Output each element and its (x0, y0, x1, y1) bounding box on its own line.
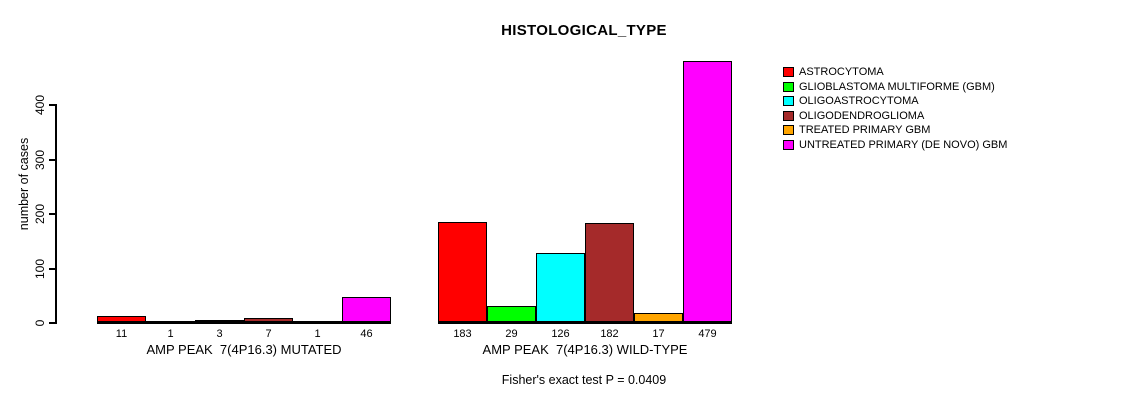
legend-label: GLIOBLASTOMA MULTIFORME (GBM) (799, 80, 995, 93)
y-axis-tick-label: 200 (33, 203, 47, 225)
y-axis-tick (49, 268, 55, 270)
y-axis-tick (49, 104, 55, 106)
legend-label: OLIGOASTROCYTOMA (799, 95, 919, 107)
bar (487, 306, 536, 322)
y-axis-tick-label: 400 (33, 94, 47, 116)
legend-label: ASTROCYTOMA (799, 66, 884, 78)
bar-value-label: 1 (314, 328, 321, 340)
bar-value-label: 11 (115, 328, 128, 340)
legend-swatch (783, 96, 794, 106)
bar (146, 321, 195, 323)
x-axis-line (97, 322, 391, 324)
bar-value-label: 17 (652, 328, 665, 340)
legend-label: OLIGODENDROGLIOMA (799, 109, 925, 122)
bar (683, 61, 732, 322)
bar-value-label: 479 (698, 328, 717, 340)
bar-value-label: 126 (551, 328, 570, 340)
bar-value-label: 3 (216, 328, 223, 340)
x-axis-line (438, 322, 732, 324)
bar (97, 316, 146, 322)
x-group-label: AMP PEAK 7(4P16.3) MUTATED (146, 342, 342, 357)
bar (536, 253, 585, 322)
legend-swatch (783, 125, 794, 135)
y-axis-tick (49, 322, 55, 324)
bar (342, 297, 391, 322)
bar (438, 222, 487, 322)
chart-title: HISTOLOGICAL_TYPE (501, 22, 667, 39)
bar (293, 321, 342, 323)
footnote-pvalue: Fisher's exact test P = 0.0409 (501, 373, 667, 387)
y-axis-tick (49, 159, 55, 161)
bar-value-label: 7 (265, 328, 272, 340)
y-axis-tick-label: 100 (33, 258, 47, 280)
bar-value-label: 182 (600, 328, 619, 340)
legend-swatch (783, 110, 794, 121)
y-axis-tick-label: 0 (33, 319, 47, 327)
y-axis-tick-label: 300 (33, 149, 47, 171)
x-group-label: AMP PEAK 7(4P16.3) WILD-TYPE (482, 342, 688, 357)
legend-label: TREATED PRIMARY GBM (799, 124, 931, 136)
bar-value-label: 1 (167, 328, 174, 340)
y-axis-line (55, 104, 57, 324)
bar (195, 320, 244, 322)
legend-swatch (783, 81, 794, 92)
y-axis-tick (49, 213, 55, 215)
legend-swatch (783, 139, 794, 150)
legend-swatch (783, 67, 794, 77)
bar-value-label: 46 (360, 328, 373, 340)
legend-label: UNTREATED PRIMARY (DE NOVO) GBM (799, 138, 1008, 151)
bar-value-label: 29 (505, 328, 518, 340)
bar-value-label: 183 (453, 328, 472, 340)
bar (244, 318, 293, 322)
bar (634, 313, 683, 322)
bar (585, 223, 634, 322)
y-axis-title: number of cases (17, 137, 31, 231)
